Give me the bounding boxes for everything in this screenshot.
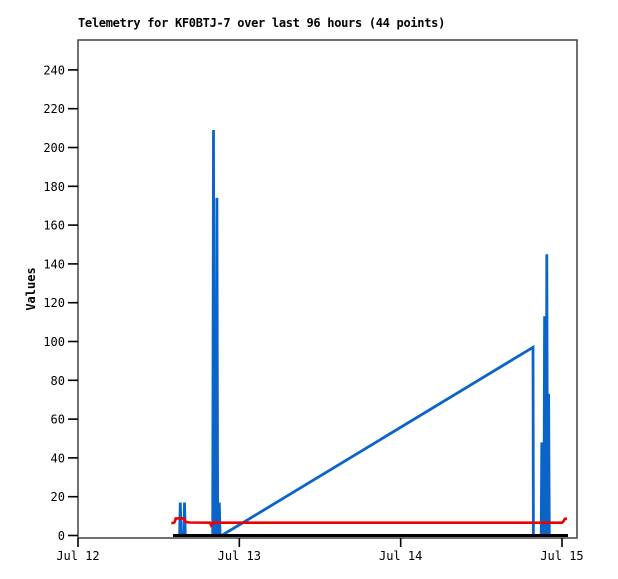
- x-tick-label: Jul 15: [540, 549, 583, 563]
- y-tick-label: 180: [43, 180, 65, 194]
- y-tick-label: 60: [51, 413, 65, 427]
- y-tick-label: 160: [43, 219, 65, 233]
- y-tick-label: 0: [58, 529, 65, 543]
- y-tick-label: 120: [43, 296, 65, 310]
- x-tick-label: Jul 12: [56, 549, 99, 563]
- y-tick-label: 220: [43, 102, 65, 116]
- plot-border: [77, 39, 578, 539]
- x-tick-label: Jul 13: [218, 549, 261, 563]
- chart-title: Telemetry for KF0BTJ-7 over last 96 hour…: [78, 16, 446, 30]
- series-line-red-channel: [171, 517, 567, 528]
- y-tick-label: 80: [51, 374, 65, 388]
- y-tick-label: 200: [43, 141, 65, 155]
- y-tick-label: 20: [51, 490, 65, 504]
- series-line-blue-channel: [178, 129, 551, 537]
- y-tick-label: 100: [43, 335, 65, 349]
- y-tick-label: 40: [51, 451, 65, 465]
- y-tick-label: 240: [43, 63, 65, 77]
- x-tick-label: Jul 14: [379, 549, 422, 563]
- y-tick-label: 140: [43, 257, 65, 271]
